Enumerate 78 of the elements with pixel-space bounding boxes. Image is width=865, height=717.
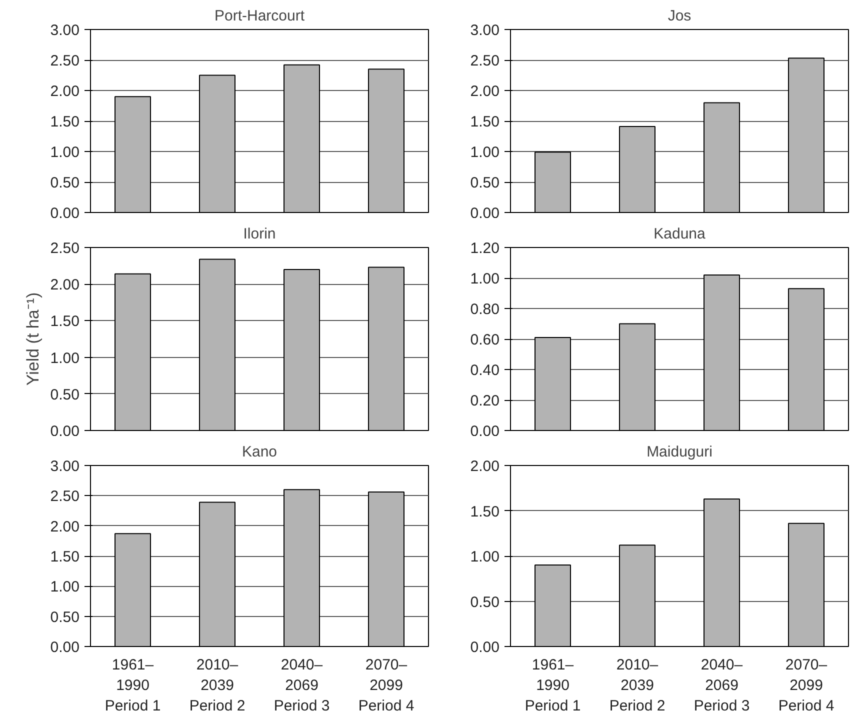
bar: [368, 68, 404, 212]
y-tick-label: 3.00: [470, 22, 500, 39]
y-tick-label: 2.50: [470, 52, 500, 70]
y-tick-label: 1.50: [50, 114, 80, 130]
y-tick-label: 1.50: [50, 548, 80, 566]
chart-title: Ilorin: [243, 226, 276, 242]
y-tick-label: 1.00: [50, 578, 80, 596]
bar: [619, 323, 656, 430]
bar: [114, 96, 151, 212]
bar: [788, 522, 824, 646]
bar: [704, 498, 740, 646]
bar: [704, 102, 740, 212]
bar: [788, 288, 824, 430]
bar: [199, 74, 236, 212]
y-tick-label: 1.00: [470, 548, 500, 566]
y-tick-label: 2.50: [50, 488, 80, 506]
y-tick-label: 0.60: [470, 332, 500, 348]
bar: [704, 274, 740, 430]
y-tick-label: 2.00: [470, 83, 500, 100]
y-tick-label: 0.00: [470, 205, 500, 222]
bar: [284, 64, 320, 212]
x-tick-label: 1961– 1990 Period 1: [524, 656, 581, 714]
bar: [534, 336, 571, 430]
y-tick-label: 0.00: [50, 423, 80, 440]
y-tick-label: 0.50: [50, 174, 80, 192]
chart-title: Jos: [668, 8, 692, 24]
chart-title: Maiduguri: [646, 444, 712, 460]
bar: [368, 266, 404, 430]
bar: [788, 58, 824, 212]
y-tick-label: 3.00: [50, 458, 80, 475]
y-tick-label: 1.00: [470, 270, 500, 288]
y-tick-label: 0.80: [470, 301, 500, 318]
x-tick-label: 1961– 1990 Period 1: [104, 656, 161, 714]
y-tick-label: 0.40: [470, 362, 500, 379]
y-tick-label: 1.00: [50, 350, 80, 367]
y-tick-label: 0.00: [470, 423, 500, 440]
bar: [619, 544, 656, 646]
y-tick-label: 1.50: [470, 503, 500, 520]
y-tick-label: 0.00: [470, 639, 500, 656]
y-tick-label: 2.00: [50, 518, 80, 536]
y-tick-label: 0.50: [470, 174, 500, 192]
y-tick-label: 0.00: [50, 639, 80, 656]
y-tick-label: 0.50: [470, 594, 500, 611]
chart-title: Kaduna: [654, 226, 706, 242]
bar: [284, 268, 320, 430]
y-tick-label: 2.00: [50, 83, 80, 100]
y-tick-label: 3.00: [50, 22, 80, 39]
bar: [619, 126, 656, 212]
x-tick-label: 2040– 2069 Period 3: [694, 656, 750, 714]
chart-title: Kano: [242, 444, 278, 460]
y-tick-label: 2.00: [470, 458, 500, 475]
y-tick-label: 2.50: [50, 240, 80, 257]
x-tick-label: 2010– 2039 Period 2: [189, 656, 246, 714]
bar: [114, 273, 151, 430]
x-tick-label: 2070– 2099 Period 4: [778, 656, 834, 714]
bar: [534, 152, 571, 212]
y-tick-label: 1.00: [470, 144, 500, 161]
y-axis-title: Yield (t ha⁻¹): [23, 292, 42, 386]
bar: [368, 492, 404, 646]
y-tick-label: 0.20: [470, 392, 500, 410]
bar: [114, 533, 151, 646]
bar: [199, 258, 236, 430]
x-tick-label: 2040– 2069 Period 3: [274, 656, 330, 714]
bar: [199, 502, 236, 646]
x-tick-label: 2070– 2099 Period 4: [358, 656, 414, 714]
y-tick-label: 1.50: [470, 114, 500, 130]
y-tick-label: 2.00: [50, 276, 80, 294]
y-tick-label: 0.50: [50, 608, 80, 626]
y-tick-label: 1.50: [50, 313, 80, 330]
bar: [284, 489, 320, 646]
y-tick-label: 0.50: [50, 386, 80, 404]
x-tick-label: 2010– 2039 Period 2: [609, 656, 666, 714]
chart-title: Port-Harcourt: [214, 8, 306, 24]
y-tick-label: 2.50: [50, 52, 80, 70]
y-tick-label: 0.00: [50, 205, 80, 222]
y-tick-label: 1.20: [470, 240, 500, 257]
y-tick-label: 1.00: [50, 144, 80, 161]
bar: [534, 564, 571, 646]
